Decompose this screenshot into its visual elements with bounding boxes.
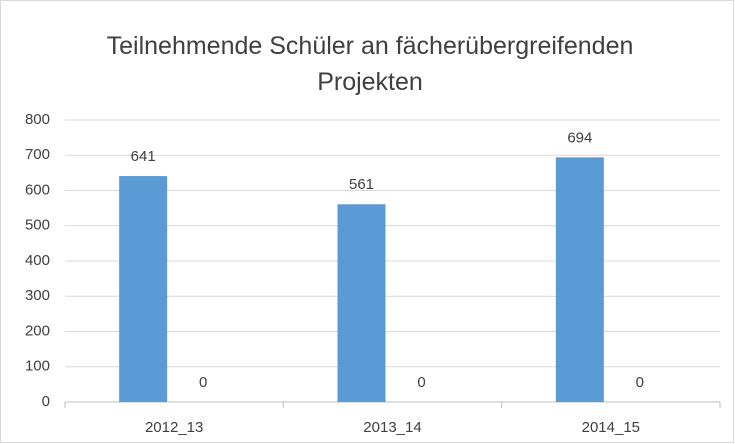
x-tick-label: 2014_15: [582, 419, 640, 436]
data-label: 694: [567, 129, 592, 146]
x-tick-label: 2013_14: [363, 419, 421, 436]
chart-title: Teilnehmende Schüler an fächerübergreife…: [106, 32, 634, 96]
data-label: 561: [349, 176, 374, 193]
y-tick-label: 500: [25, 217, 50, 234]
bar: [555, 157, 604, 402]
x-tick-label: 2012_13: [145, 419, 203, 436]
y-tick-label: 0: [42, 393, 50, 410]
data-label: 0: [636, 374, 644, 391]
y-tick-label: 700: [25, 146, 50, 163]
y-tick-label: 800: [25, 111, 50, 128]
y-tick-label: 400: [25, 252, 50, 269]
data-label: 641: [131, 148, 156, 165]
y-tick-label: 200: [25, 322, 50, 339]
y-tick-label: 300: [25, 287, 50, 304]
y-tick-label: 600: [25, 181, 50, 198]
bar: [337, 204, 386, 402]
data-label: 0: [199, 374, 207, 391]
bar: [119, 176, 168, 402]
data-label: 0: [417, 374, 425, 391]
y-tick-label: 100: [25, 358, 50, 375]
